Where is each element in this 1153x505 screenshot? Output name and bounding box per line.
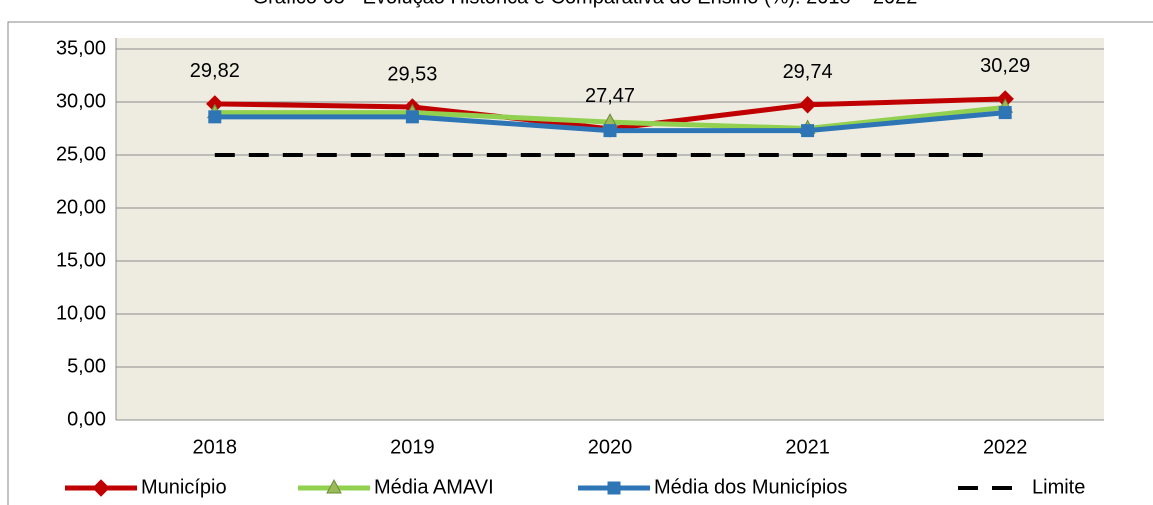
y-tick-label: 20,00 — [56, 196, 106, 218]
chart-title: Gráfico 05 - Evolução Histórica e Compar… — [253, 0, 918, 8]
x-tick-label: 2021 — [785, 436, 830, 458]
y-tick-label: 0,00 — [67, 408, 106, 430]
legend-label: Município — [141, 476, 227, 498]
legend-marker — [326, 478, 342, 494]
point-marker — [603, 124, 617, 138]
point-marker — [801, 124, 815, 138]
legend-label: Média dos Municípios — [654, 476, 847, 498]
data-label: 29,74 — [783, 61, 833, 83]
data-label: 27,47 — [585, 85, 635, 107]
legend-marker — [92, 479, 110, 497]
y-tick-label: 15,00 — [56, 249, 106, 271]
point-marker — [998, 106, 1012, 120]
y-tick-label: 30,00 — [56, 90, 106, 112]
point-marker — [208, 110, 222, 124]
data-label: 29,53 — [387, 63, 437, 85]
data-label: 30,29 — [980, 55, 1030, 77]
legend-label: Limite — [1032, 476, 1085, 498]
y-tick-label: 5,00 — [67, 355, 106, 377]
chart-frame — [7, 21, 1153, 505]
legend-marker — [607, 481, 621, 495]
y-tick-label: 35,00 — [56, 37, 106, 59]
legend-label: Média AMAVI — [374, 476, 494, 498]
y-tick-label: 25,00 — [56, 143, 106, 165]
point-marker — [798, 96, 817, 114]
y-tick-label: 10,00 — [56, 302, 106, 324]
x-tick-label: 2019 — [390, 436, 435, 458]
x-tick-label: 2018 — [193, 436, 238, 458]
x-tick-label: 2020 — [588, 436, 633, 458]
x-tick-label: 2022 — [983, 436, 1028, 458]
point-marker — [405, 110, 419, 124]
data-label: 29,82 — [190, 60, 240, 82]
